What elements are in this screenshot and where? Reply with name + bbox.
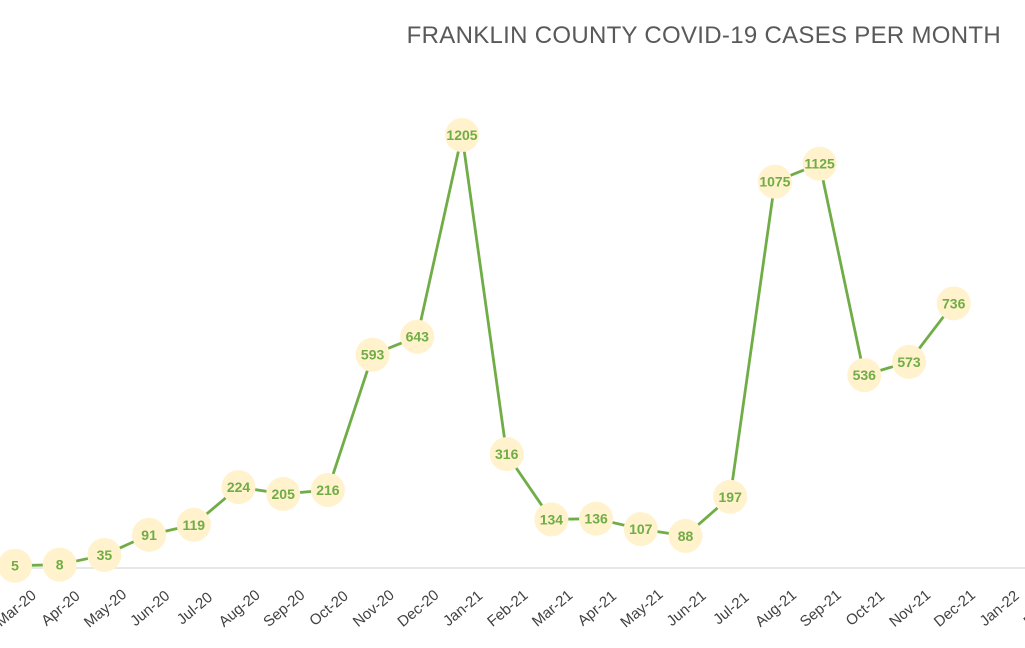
data-point xyxy=(176,507,211,542)
data-label: 1205 xyxy=(446,127,477,143)
data-label: 1075 xyxy=(759,174,790,190)
x-tick-label: May-21 xyxy=(617,586,666,631)
data-point xyxy=(936,286,971,321)
data-label: 593 xyxy=(361,347,385,363)
x-tick-label: Jun-20 xyxy=(127,587,173,630)
x-tick-label: Aug-21 xyxy=(752,586,800,630)
data-label: 88 xyxy=(678,528,694,544)
data-label: 736 xyxy=(942,295,966,311)
x-tick-label: Jun-21 xyxy=(664,587,710,630)
x-tick-label: Mar-21 xyxy=(529,587,576,631)
series-line xyxy=(14,133,955,568)
data-label: 35 xyxy=(97,547,113,563)
x-tick-label: Sep-20 xyxy=(260,586,308,630)
x-tick-label: Aug-20 xyxy=(216,586,264,630)
data-label: 1125 xyxy=(804,156,835,172)
x-tick-label: Feb-22 xyxy=(1021,587,1025,631)
data-point xyxy=(445,118,479,152)
x-tick-label: Oct-21 xyxy=(843,588,888,630)
x-tick-label: Jul-20 xyxy=(174,589,216,628)
data-point xyxy=(668,518,703,553)
chart-title: FRANKLIN COUNTY COVID-19 CASES PER MONTH xyxy=(406,22,1001,49)
data-point xyxy=(713,479,748,514)
data-label: 107 xyxy=(629,521,653,537)
x-tick-label: Mar-20 xyxy=(0,587,40,631)
data-label: 5 xyxy=(11,558,19,574)
x-tick-label: Dec-20 xyxy=(394,586,442,630)
data-point xyxy=(42,547,77,582)
data-label: 216 xyxy=(316,482,340,498)
data-point xyxy=(892,344,926,379)
x-tick-label: Feb-21 xyxy=(484,587,531,631)
data-point xyxy=(847,358,882,393)
x-tick-label: May-20 xyxy=(81,586,130,631)
data-label: 197 xyxy=(719,489,743,505)
data-point xyxy=(310,472,345,507)
data-point xyxy=(802,146,837,181)
x-tick-label: Apr-20 xyxy=(38,588,83,630)
data-points-group: 5 8 35 91 119 224 205 216 593 643 1205 316 134 136 107… xyxy=(0,118,971,583)
data-point xyxy=(757,164,792,199)
data-label: 205 xyxy=(272,486,296,502)
data-point xyxy=(87,537,122,572)
data-label: 136 xyxy=(584,511,608,527)
x-tick-label: Jan-21 xyxy=(440,587,486,630)
x-tick-label: Sep-21 xyxy=(797,586,845,630)
data-point xyxy=(0,548,32,583)
data-label: 643 xyxy=(406,329,430,345)
data-point xyxy=(579,501,614,536)
x-tick-label: Nov-20 xyxy=(350,586,398,630)
data-label: 8 xyxy=(56,557,64,573)
data-label: 134 xyxy=(540,511,564,527)
data-label: 119 xyxy=(183,517,206,533)
data-label: 316 xyxy=(495,446,519,462)
data-point xyxy=(355,337,390,372)
data-label: 536 xyxy=(853,367,877,383)
data-label: 91 xyxy=(141,527,157,543)
x-tick-label: Apr-21 xyxy=(574,588,619,630)
x-tick-label: Jul-21 xyxy=(710,589,752,628)
data-point xyxy=(623,512,658,547)
x-tick-label: Dec-21 xyxy=(931,586,979,630)
x-tick-label: Oct-20 xyxy=(306,588,351,630)
data-point xyxy=(132,517,167,552)
data-label: 573 xyxy=(897,354,921,370)
series-line-group xyxy=(14,133,955,568)
x-tick-label: Nov-21 xyxy=(886,586,934,630)
data-point xyxy=(489,437,524,472)
data-point xyxy=(534,502,569,537)
data-point xyxy=(221,470,256,505)
data-label: 224 xyxy=(227,479,251,495)
data-point xyxy=(400,319,435,354)
x-tick-label: Jan-22 xyxy=(976,587,1022,630)
data-point xyxy=(266,476,301,511)
